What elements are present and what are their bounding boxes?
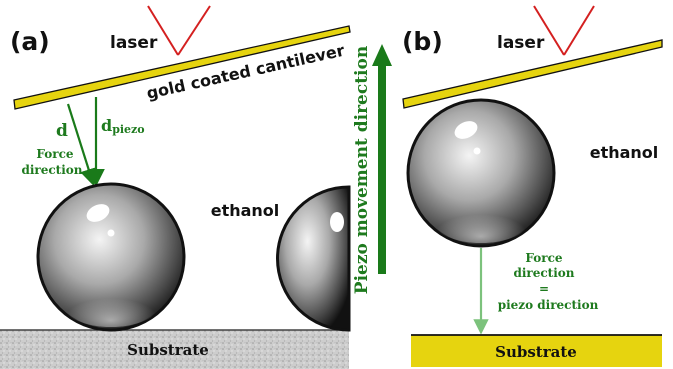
ethanol-label-b: ethanol — [590, 143, 659, 162]
panel-b-label: (b) — [402, 27, 443, 56]
laser-beam-b — [533, 5, 595, 56]
sphere-partial — [276, 185, 351, 332]
force-direction-line1-a: Force — [36, 147, 73, 161]
d-arrow — [66, 103, 98, 187]
force-direction-line2-b: direction — [513, 266, 574, 280]
force-direction-line1-b: Force — [525, 251, 562, 265]
laser-label-b: laser — [497, 33, 545, 53]
sphere-b — [406, 98, 556, 248]
panel-a: (a) laser gold coated cantilever d dpiez… — [0, 5, 351, 369]
panel-a-label: (a) — [10, 27, 50, 56]
sphere-a — [36, 182, 186, 332]
ethanol-label-a: ethanol — [211, 201, 280, 220]
force-direction-line4-b: piezo direction — [498, 298, 599, 312]
piezo-movement-label: Piezo movement direction — [352, 46, 372, 294]
force-direction-equals: = — [539, 282, 549, 296]
laser-beam-a — [147, 5, 211, 56]
cantilever-b — [402, 39, 663, 109]
piezo-movement: Piezo movement direction — [352, 44, 392, 294]
substrate-label-b: Substrate — [495, 343, 577, 361]
substrate-b — [411, 335, 662, 367]
d-piezo-subscript: piezo — [112, 123, 144, 136]
d-label: d — [56, 121, 68, 141]
laser-label-a: laser — [110, 33, 158, 53]
substrate-label-a: Substrate — [127, 341, 209, 359]
cantilever-a — [13, 25, 351, 110]
piezo-arrow-shaft — [378, 64, 386, 274]
d-piezo-main: d — [101, 116, 112, 135]
panel-b: (b) laser ethanol Force direction = piez… — [402, 5, 663, 367]
d-piezo-label: dpiezo — [101, 116, 145, 136]
force-direction-line2-a: direction — [21, 163, 82, 177]
substrate-a — [0, 330, 349, 369]
piezo-arrow-head — [372, 44, 392, 66]
